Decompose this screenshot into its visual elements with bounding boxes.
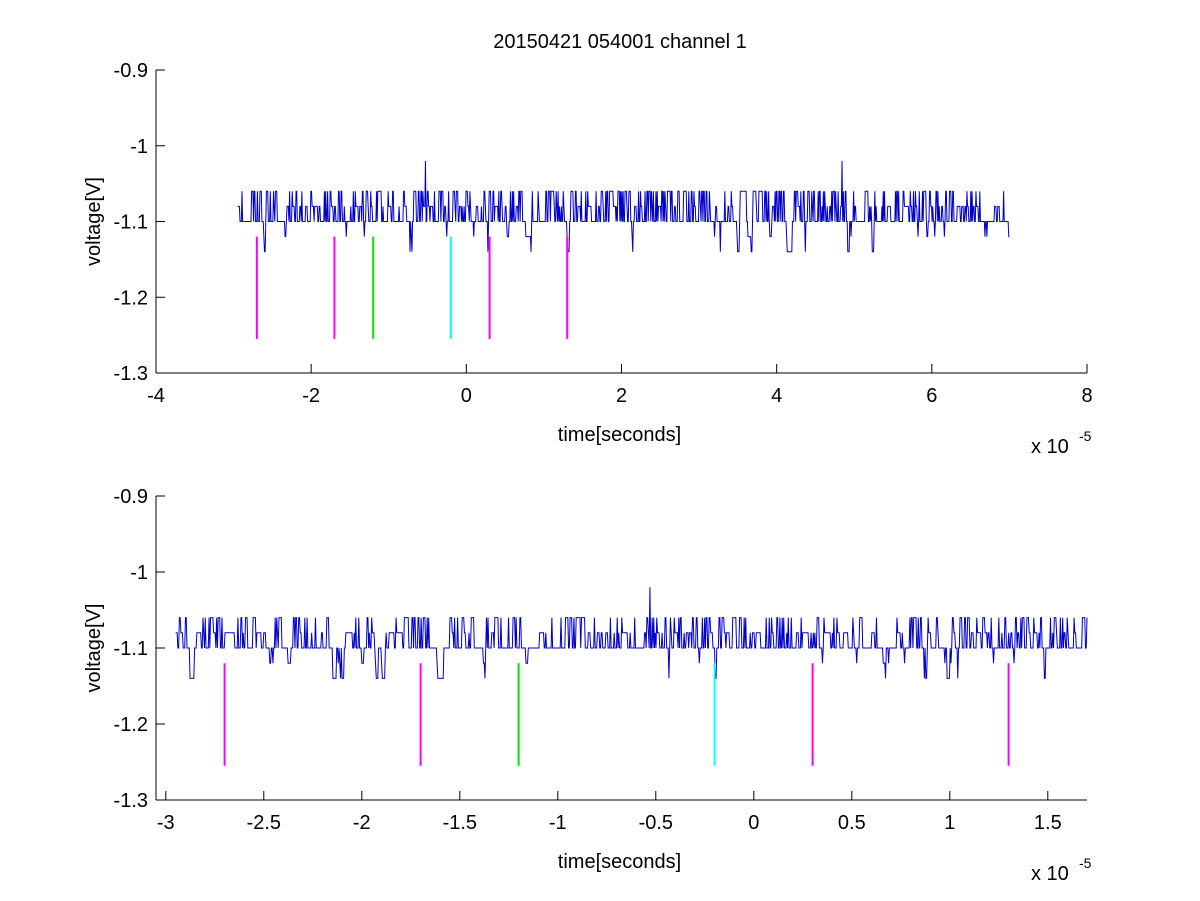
- y-axis-label: voltage[V]: [83, 177, 105, 266]
- x-tick-label: 0: [748, 812, 759, 834]
- y-tick-label: -1: [130, 136, 148, 158]
- x-exponent-label: x 10: [1031, 863, 1069, 885]
- x-tick-label: 6: [926, 385, 937, 407]
- x-tick-label: 1: [944, 812, 955, 834]
- x-tick-label: 1.5: [1034, 812, 1062, 834]
- x-tick-label: 0: [461, 385, 472, 407]
- x-tick-label: -1: [549, 812, 567, 834]
- y-tick-label: -0.9: [114, 486, 148, 508]
- x-tick-label: -1.5: [443, 812, 477, 834]
- x-tick-label: -2: [353, 812, 371, 834]
- plot-top: -0.9 -1 -1.1 -1.2 -1.3-4 -2 0 2 4 6 8 time[seconds]…: [83, 60, 1093, 458]
- x-exponent-value: -5: [1079, 855, 1092, 871]
- x-tick-label: -3: [157, 812, 175, 834]
- x-tick-label: -2: [302, 385, 320, 407]
- voltage-trace: [237, 160, 1010, 253]
- x-exponent-label: x 10: [1031, 436, 1069, 458]
- x-tick-label: -2.5: [247, 812, 281, 834]
- y-tick-label: -1.3: [114, 790, 148, 812]
- y-tick-label: -1.2: [114, 714, 148, 736]
- y-tick-label: -1.1: [114, 638, 148, 660]
- x-axis-label: time[seconds]: [558, 851, 681, 873]
- x-tick-label: 2: [616, 385, 627, 407]
- y-tick-label: -0.9: [114, 60, 148, 82]
- plot-bottom: -0.9 -1 -1.1 -1.2 -1.3 -3 -2.5 -2 -1.5 -1 -0.5 0 0.5…: [83, 486, 1092, 885]
- y-tick-label: -1.2: [114, 287, 148, 309]
- y-axis-label: voltage[V]: [83, 604, 105, 693]
- x-tick-label: -4: [147, 385, 165, 407]
- y-tick-label: -1.3: [114, 363, 148, 385]
- x-tick-label: 8: [1081, 385, 1092, 407]
- x-tick-label: -0.5: [639, 812, 673, 834]
- voltage-trace: [175, 587, 1088, 679]
- y-tick-label: -1.1: [114, 212, 148, 234]
- x-axis-label: time[seconds]: [558, 424, 681, 446]
- x-exponent-value: -5: [1079, 428, 1092, 444]
- x-tick-label: 0.5: [838, 812, 866, 834]
- figure-title: 20150421 054001 channel 1: [493, 31, 747, 53]
- y-tick-label: -1: [130, 562, 148, 584]
- x-tick-label: 4: [771, 385, 782, 407]
